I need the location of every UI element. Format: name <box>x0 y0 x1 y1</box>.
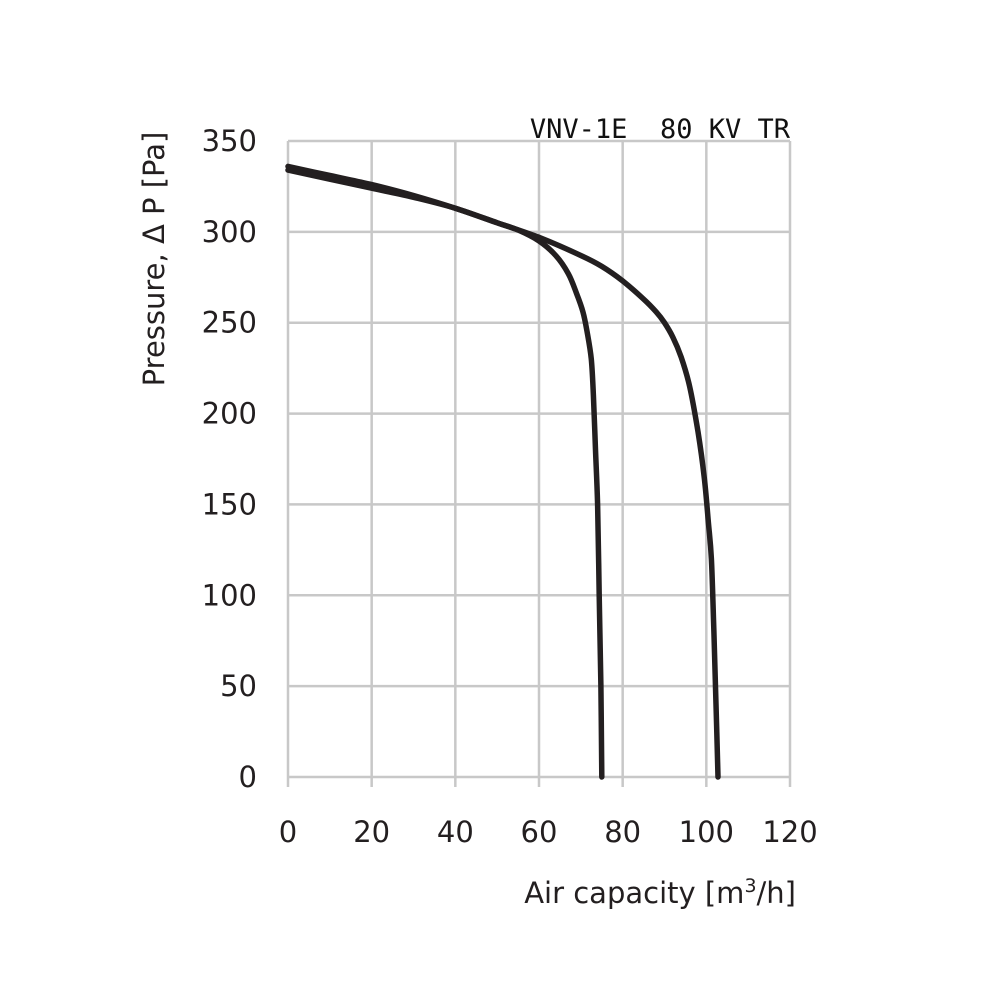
x-axis-label-main: Air capacity [m <box>524 876 744 910</box>
y-tick-label: 100 <box>202 578 257 612</box>
x-tick-label: 100 <box>679 815 734 849</box>
x-tick-label: 20 <box>353 815 390 849</box>
grid <box>286 139 792 787</box>
y-axis-label: Pressure, Δ P [Pa] <box>137 132 171 387</box>
x-tick-label: 80 <box>604 815 641 849</box>
y-tick-label: 150 <box>202 487 257 521</box>
x-tick-label: 0 <box>279 815 297 849</box>
x-tick-label: 120 <box>762 815 817 849</box>
x-tick-label: 60 <box>521 815 558 849</box>
chart-title: VNV-1E 80 KV TR <box>530 114 791 145</box>
x-axis-label-superscript: 3 <box>744 875 756 897</box>
y-tick-label: 50 <box>220 669 257 703</box>
y-tick-label: 200 <box>202 397 257 431</box>
y-tick-label: 0 <box>239 760 257 794</box>
curves <box>285 163 721 780</box>
y-tick-labels: 0 50 100 150 200 250 300 350 <box>202 124 257 794</box>
y-tick-label: 350 <box>202 124 257 158</box>
x-tick-label: 40 <box>437 815 474 849</box>
x-tick-labels: 0 20 40 60 80 100 120 <box>279 815 818 849</box>
x-axis-label-unit: /h] <box>757 876 796 910</box>
y-tick-label: 250 <box>202 306 257 340</box>
y-tick-label: 300 <box>202 215 257 249</box>
x-axis-label: Air capacity [m3/h] <box>524 875 796 910</box>
series-line-2 <box>285 167 721 780</box>
